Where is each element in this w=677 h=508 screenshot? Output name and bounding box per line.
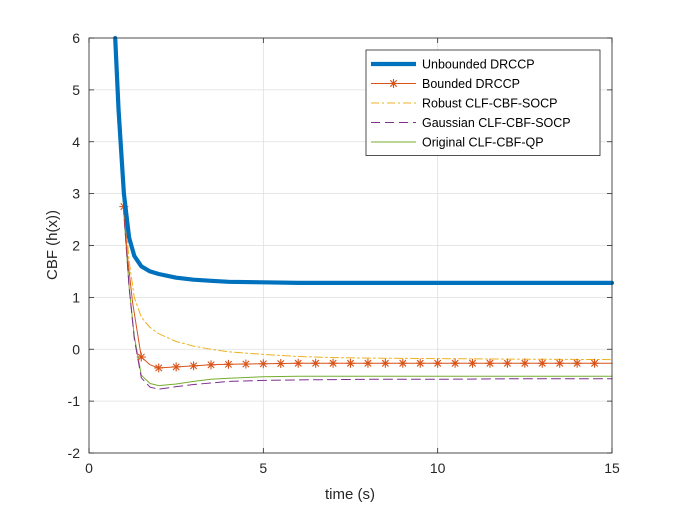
y-tick-label: 4	[72, 134, 80, 150]
series-line	[114, 37, 613, 387]
series-marker	[502, 358, 512, 368]
series-marker	[363, 358, 373, 368]
series-marker	[276, 359, 286, 369]
series-marker	[520, 358, 530, 368]
series-marker	[485, 358, 495, 368]
series-marker	[572, 358, 582, 368]
x-tick-label: 0	[85, 460, 93, 476]
x-tick-label: 15	[604, 460, 620, 476]
y-tick-label: -2	[68, 445, 81, 461]
series-marker	[555, 358, 565, 368]
ticks: 0 5 10 15 -2 -1 0 1 2 3 4 5 6	[68, 30, 620, 476]
series-marker	[346, 358, 355, 368]
series-marker	[450, 358, 460, 368]
x-axis-label: time (s)	[325, 486, 375, 503]
y-tick-label: 6	[72, 30, 80, 46]
series-line	[113, 35, 615, 285]
series-marker	[398, 358, 408, 368]
legend-label: Unbounded DRCCP	[422, 58, 535, 72]
series-marker	[468, 358, 478, 368]
series-line	[114, 37, 613, 361]
y-tick-label: -1	[68, 393, 81, 409]
series-marker	[328, 358, 338, 368]
series-marker	[311, 358, 321, 368]
legend-item: Original CLF-CBF-QP	[371, 136, 544, 150]
legend: Unbounded DRCCP Bounded DRCCP Robust CLF-C…	[365, 49, 601, 156]
series-marker	[433, 358, 443, 368]
series-marker	[136, 352, 146, 362]
y-tick-label: 5	[72, 82, 80, 98]
legend-item: Unbounded DRCCP	[371, 58, 535, 72]
legend-item: Gaussian CLF-CBF-SOCP	[371, 116, 571, 130]
series-marker	[241, 359, 251, 369]
legend-item: Robust CLF-CBF-SOCP	[371, 97, 557, 111]
series-marker	[537, 358, 547, 368]
series-marker	[189, 361, 199, 371]
series-marker	[206, 360, 216, 370]
legend-label: Original CLF-CBF-QP	[422, 136, 544, 150]
y-tick-label: 0	[72, 341, 80, 357]
series-layer	[113, 35, 615, 390]
y-tick-label: 1	[72, 289, 80, 305]
series-marker	[223, 359, 233, 369]
legend-label: Bounded DRCCP	[422, 77, 520, 91]
x-tick-label: 5	[259, 460, 267, 476]
legend-label: Robust CLF-CBF-SOCP	[422, 97, 557, 111]
x-tick-label: 10	[430, 460, 446, 476]
series-marker	[171, 362, 181, 372]
series-line	[114, 37, 613, 369]
series-marker	[380, 358, 390, 368]
legend-label: Gaussian CLF-CBF-SOCP	[422, 116, 571, 130]
series-marker	[154, 363, 164, 373]
series-marker	[258, 359, 268, 369]
y-axis-label: CBF (h(x))	[44, 210, 61, 280]
series-marker	[590, 358, 600, 368]
series-marker	[389, 79, 398, 88]
series-marker	[415, 358, 425, 368]
series-marker	[293, 358, 303, 368]
y-tick-label: 2	[72, 238, 80, 254]
y-tick-label: 3	[72, 186, 80, 202]
legend-item: Bounded DRCCP	[371, 77, 520, 91]
